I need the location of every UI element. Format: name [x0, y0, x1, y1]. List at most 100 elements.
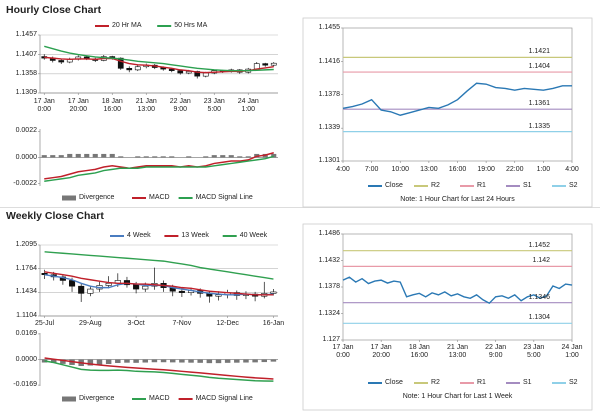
legend-label: 40 Week [239, 232, 268, 239]
y-tick-label: -0.0169 [13, 381, 37, 389]
divergence-bar [237, 156, 243, 158]
divergence-bar [169, 359, 176, 363]
level-label: 1.1361 [528, 100, 550, 108]
legend-label: 13 Week [181, 232, 209, 239]
y-tick-label: 0.0000 [15, 153, 37, 161]
legend-label: Divergence [79, 194, 115, 201]
legend-label: S1 [523, 182, 532, 189]
x-tick-label: 17 Jan 0:00 [33, 98, 55, 113]
y-tick-label: 0.0169 [15, 329, 37, 337]
candle-body [177, 70, 184, 74]
divergence-bar [271, 153, 277, 158]
ma-line [44, 56, 274, 74]
y-tick-label: 1.1457 [15, 31, 37, 38]
divergence-bar [215, 359, 222, 364]
x-tick-label: 22 Jan 9:00 [169, 98, 191, 113]
divergence-bar [50, 359, 57, 363]
legend-label: Close [385, 182, 403, 189]
divergence-bar [67, 153, 73, 158]
legend-label: S1 [523, 379, 532, 386]
legend-label: MACD Signal Line [195, 395, 253, 402]
y-tick-label: 1.1339 [318, 124, 340, 132]
y-tick-label: 0.0000 [15, 355, 37, 363]
x-tick-label: 17 Jan 20:00 [67, 98, 89, 113]
y-tick-label: 1.1764 [15, 264, 37, 272]
divergence-bar [135, 156, 141, 158]
level-label: 1.1452 [528, 241, 550, 249]
legend-label: 20 Hr MA [112, 22, 142, 29]
y-tick-label: 1.1309 [15, 89, 37, 96]
candle-body [270, 62, 277, 66]
divergence-bar [58, 155, 64, 158]
candle-body [168, 68, 175, 71]
legend-swatch [62, 195, 76, 201]
divergence-bar [186, 156, 192, 158]
level-label: 1.142 [532, 257, 550, 265]
candle-body [78, 285, 85, 294]
candle-body [134, 66, 141, 71]
x-tick-label: 17 Jan 20:00 [370, 344, 392, 359]
candle-body [126, 68, 133, 71]
divergence-bar [101, 153, 107, 158]
x-tick-label: 22 Jan 9:00 [485, 344, 507, 359]
macd-line [44, 357, 274, 380]
divergence-bar [252, 359, 258, 363]
x-tick-label: 4:00 [336, 166, 350, 173]
x-tick-label: 18 Jan 16:00 [101, 98, 123, 113]
ma-line [44, 271, 274, 296]
x-tick-label: 3-Oct [127, 320, 145, 327]
x-tick-label: 24 Jan 1:00 [561, 344, 583, 359]
divergence-bar [179, 359, 185, 363]
legend-label: 4 Week [127, 232, 151, 239]
legend-label: Close [385, 379, 403, 386]
x-tick-label: 7:00 [364, 166, 379, 173]
section-title: Hourly Close Chart [6, 4, 102, 16]
divergence-bar [197, 359, 203, 363]
chart-note: Note: 1 Hour Chart for Last 24 Hours [400, 196, 515, 203]
divergence-bar [243, 359, 249, 363]
y-tick-label: 1.1358 [15, 69, 37, 77]
x-tick-label: 21 Jan 13:00 [446, 344, 469, 359]
x-tick-label: 24 Jan 1:00 [237, 98, 259, 113]
x-tick-label: 18 Jan 16:00 [408, 344, 430, 359]
level-label: 1.1404 [528, 63, 550, 71]
x-tick-label: 22:00 [505, 166, 524, 173]
legend-swatch [62, 396, 76, 402]
divergence-bar [87, 359, 94, 366]
x-tick-label: 12-Dec [216, 320, 239, 327]
x-tick-label: 16-Jan [262, 320, 285, 327]
y-tick-label: -0.0022 [13, 179, 37, 187]
divergence-bar [151, 359, 158, 363]
divergence-bar [118, 156, 124, 158]
y-tick-label: 1.1455 [318, 24, 340, 31]
legend-label: S2 [569, 379, 578, 386]
divergence-bar [50, 155, 56, 158]
candle-body [58, 60, 65, 63]
y-tick-label: 1.1104 [16, 312, 37, 319]
y-tick-label: 1.1432 [318, 256, 340, 264]
y-tick-label: 1.1434 [15, 288, 37, 296]
candle-body [178, 290, 185, 293]
divergence-bar [169, 156, 175, 158]
y-tick-label: 1.1407 [15, 50, 37, 58]
candle-body [270, 291, 277, 294]
ma-line [44, 45, 274, 72]
legend-label: MACD [149, 395, 170, 402]
x-tick-label: 23 Jan 5:00 [523, 344, 545, 359]
divergence-bar [143, 156, 149, 158]
level-label: 1.1335 [528, 122, 550, 130]
legend-label: 50 Hrs MA [174, 22, 208, 29]
legend-label: R2 [431, 379, 440, 386]
candle-body [194, 71, 201, 77]
x-tick-label: 7-Nov [172, 320, 192, 327]
y-tick-label: 1.1486 [318, 230, 340, 237]
candle-body [123, 280, 131, 286]
divergence-bar [245, 156, 251, 158]
y-tick-label: 1.1378 [318, 283, 340, 290]
divergence-bar [142, 359, 149, 363]
macd-line [44, 360, 274, 382]
divergence-bar [261, 359, 268, 363]
candle-body [41, 272, 48, 276]
legend-label: R1 [477, 379, 486, 386]
